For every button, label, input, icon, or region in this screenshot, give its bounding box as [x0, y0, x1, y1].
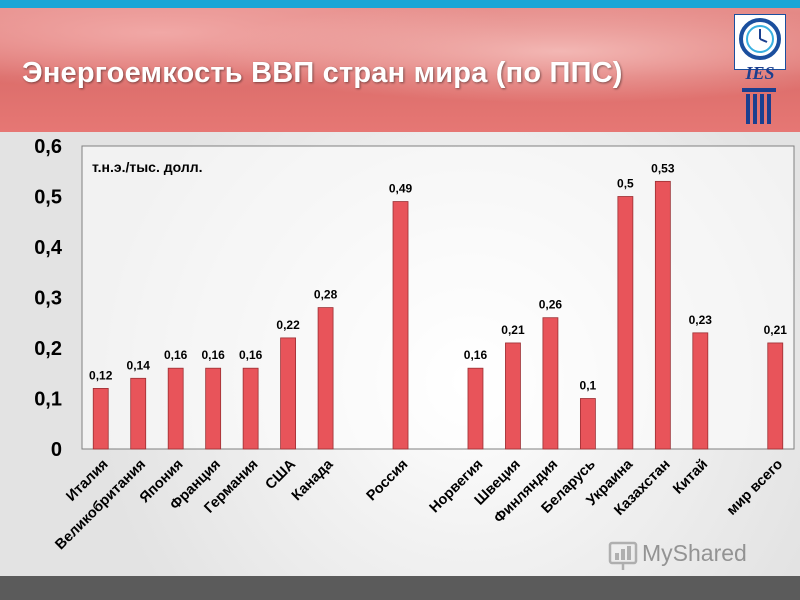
y-tick-label: 0,2 [34, 338, 62, 360]
bar [392, 201, 409, 450]
data-label: 0,28 [314, 288, 338, 302]
y-tick-label: 0,3 [34, 288, 62, 310]
watermark-icon [608, 541, 638, 570]
x-tick-label: Китай [670, 457, 711, 498]
bar-series [92, 180, 784, 450]
bar [505, 342, 521, 450]
plot-area [81, 145, 795, 450]
data-label: 0,23 [689, 313, 713, 327]
x-tick-label: мир всего [724, 456, 786, 518]
bar [767, 342, 784, 450]
y-axis: 0 0,1 0,2 0,3 0,4 0,5 0,6 [34, 136, 63, 461]
data-label: 0,14 [127, 358, 151, 372]
logo-bars-icon [742, 88, 776, 124]
bar [617, 196, 634, 450]
data-label: 0,12 [89, 368, 113, 382]
y-tick-label: 0 [51, 439, 62, 461]
watermark-text: MyShared [642, 540, 747, 566]
data-label: 0,16 [201, 348, 225, 362]
bar [205, 367, 222, 450]
slide-title: Энергоемкость ВВП стран мира (по ППС) [22, 57, 623, 89]
bar [542, 317, 559, 450]
slide-header: Энергоемкость ВВП стран мира (по ППС) [0, 8, 800, 132]
data-label: 0,21 [501, 323, 525, 337]
data-label: 0,21 [764, 323, 788, 337]
data-label: 0,53 [651, 161, 675, 175]
bar [280, 337, 297, 450]
clock-logo-icon [739, 18, 781, 60]
y-tick-label: 0,4 [34, 237, 63, 259]
data-label: 0,16 [164, 348, 188, 362]
x-tick-label: Норвегия [427, 457, 487, 517]
x-tick-label: Канада [289, 456, 337, 504]
data-labels: 0,12 0,14 0,16 0,16 0,16 0,22 0,28 0,49 0,16 0,21… [89, 161, 787, 392]
bar [317, 307, 334, 450]
bottom-strip [0, 576, 800, 600]
data-label: 0,1 [580, 379, 597, 393]
data-label: 0,49 [389, 182, 413, 196]
bar [242, 367, 259, 450]
data-label: 0,5 [617, 177, 634, 191]
y-tick-label: 0,5 [34, 187, 62, 209]
y-tick-label: 0,1 [34, 389, 62, 411]
bar [92, 387, 109, 450]
data-label: 0,16 [239, 348, 263, 362]
data-label: 0,16 [464, 348, 488, 362]
data-label: 0,22 [276, 318, 300, 332]
top-accent-strip [0, 0, 800, 8]
data-label: 0,26 [539, 298, 563, 312]
bar [654, 180, 671, 450]
bar [692, 332, 709, 450]
logo-text: IES [745, 63, 775, 83]
y-tick-label: 0,6 [34, 136, 62, 158]
bar [467, 367, 484, 450]
bar [130, 377, 147, 450]
unit-label: т.н.э./тыс. долл. [92, 159, 203, 175]
bar [167, 367, 184, 450]
bar-chart: 0 0,1 0,2 0,3 0,4 0,5 0,6 0,12 0,14 0,16 0,16 0,16… [34, 136, 795, 553]
bar [579, 398, 596, 450]
x-tick-label: Россия [364, 457, 412, 505]
ies-logo [734, 14, 786, 70]
